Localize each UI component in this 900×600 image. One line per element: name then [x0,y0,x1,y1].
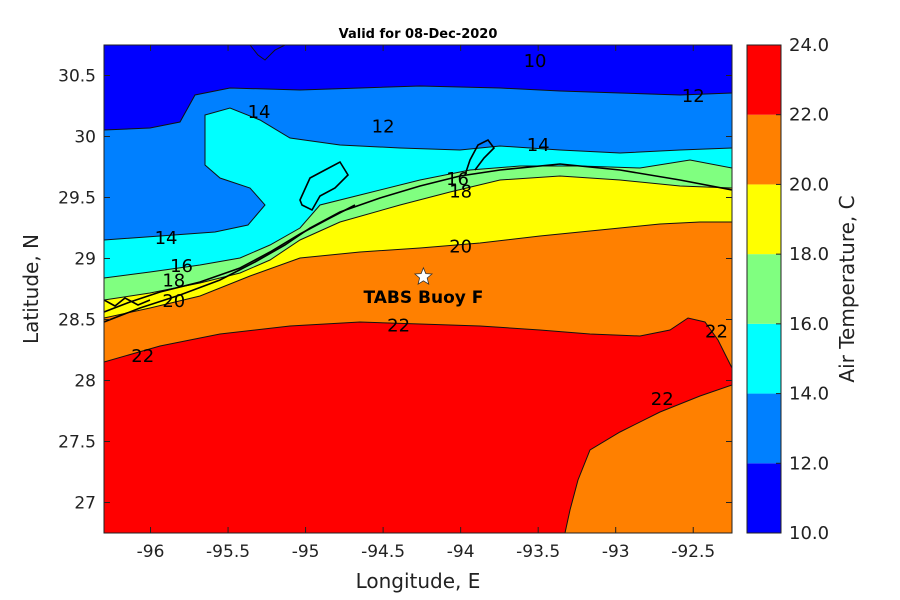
y-tick-label: 28 [74,372,96,392]
contour-label: 14 [527,135,550,156]
colorbar-tick-label: 24.0 [789,35,829,56]
contour-label: 16 [170,256,193,277]
contour-label: 10 [524,51,547,72]
y-tick-label: 27.5 [58,433,96,453]
colorbar-tick-label: 16.0 [789,314,829,335]
x-tick-label: -95.5 [206,542,250,562]
contour-label: 20 [162,291,185,312]
x-axis: -96 -95.5 -95 -94.5 -94 -93.5 -93 -92.5 [137,45,715,562]
x-tick-label: -94 [447,542,475,562]
contour-label: 22 [651,389,674,410]
band-22-24 [104,318,732,533]
x-tick-label: -96 [137,542,165,562]
contour-label: 18 [162,270,185,291]
annotations: TABS Buoy F [363,266,483,308]
contour-label: 22 [705,322,728,343]
contour-label: 12 [682,86,705,107]
colorbar-segment [747,323,781,394]
contour-label: 22 [387,316,410,337]
y-tick-label: 30 [74,128,96,148]
coastline [104,138,732,323]
colorbar-segment [747,463,781,533]
contour-label: 14 [155,228,178,249]
x-tick-label: -95 [292,542,320,562]
x-axis-label: Longitude, E [356,569,481,593]
chart-title: Valid for 08-Dec-2020 [339,27,498,42]
colorbar: 10.0 12.0 14.0 16.0 18.0 20.0 22.0 24.0 [746,35,829,544]
colorbar-tick-label: 12.0 [789,453,829,474]
buoy-star-marker [413,266,434,285]
colorbar-tick-label: 14.0 [789,384,829,405]
plot-frame [103,44,733,534]
contour-label: 22 [131,346,154,367]
colorbar-segment [747,393,781,464]
x-tick-label: -94.5 [361,542,405,562]
contour-label: 12 [372,117,395,138]
plot-area [104,45,732,533]
buoy-label: TABS Buoy F [363,288,483,308]
colorbar-label: Air Temperature, C [835,195,859,382]
band-22-24-east-tongue [565,385,732,533]
contour-label: 18 [449,181,472,202]
colorbar-frame [746,44,782,534]
contour-label: 14 [248,102,271,123]
contour-label: 16 [446,169,469,190]
y-axis-label: Latitude, N [19,234,43,344]
colorbar-tick-label: 20.0 [789,174,829,195]
colorbar-segment [747,184,781,255]
contour-lines [104,45,732,533]
colorbar-segment [747,254,781,324]
x-tick-label: -93.5 [516,542,560,562]
y-tick-label: 29.5 [58,189,96,209]
y-tick-label: 29 [74,250,96,270]
colorbar-segment [747,45,781,115]
colorbar-tick-label: 22.0 [789,105,829,126]
y-tick-label: 27 [74,494,96,514]
y-axis: 27 27.5 28 28.5 29 29.5 30 30.5 [58,67,732,514]
colorbar-tick-label: 18.0 [789,244,829,265]
colorbar-tick-label: 10.0 [789,523,829,544]
colorbar-segment [747,114,781,185]
y-tick-label: 28.5 [58,311,96,331]
x-tick-label: -92.5 [671,542,715,562]
x-tick-label: -93 [602,542,630,562]
y-tick-label: 30.5 [58,67,96,87]
contour-label: 20 [449,236,472,257]
